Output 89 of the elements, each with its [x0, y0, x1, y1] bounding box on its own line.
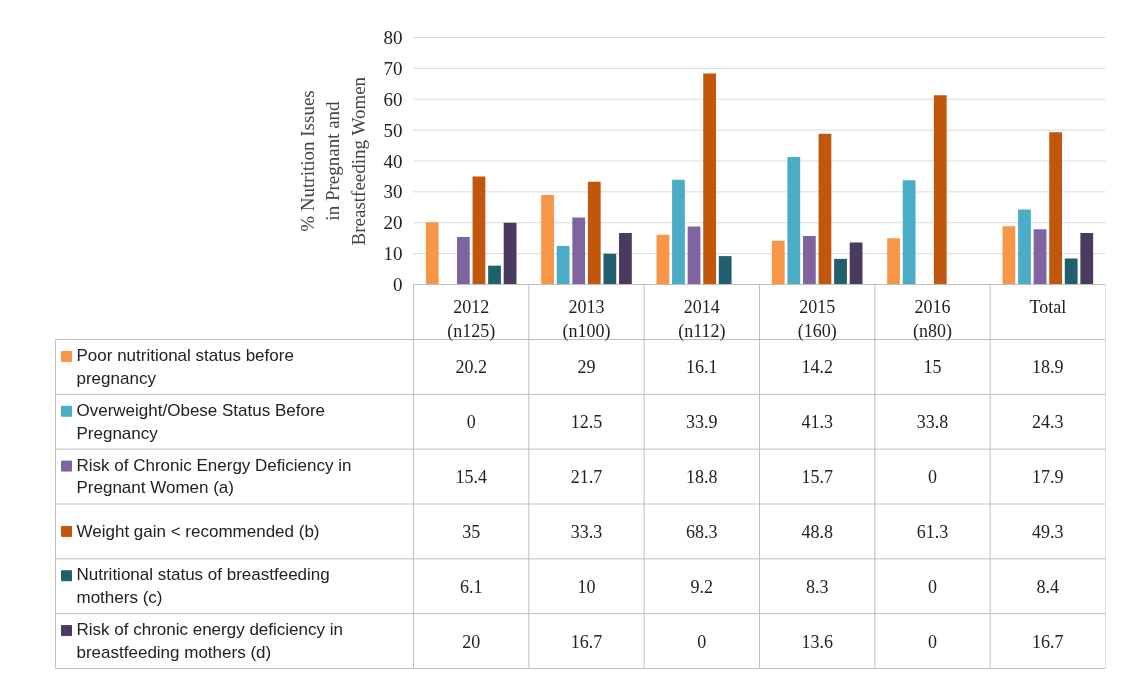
- bar: [656, 234, 670, 285]
- data-label: 33.3: [570, 521, 603, 542]
- data-label: 33.9: [686, 412, 718, 433]
- data-label: 0: [697, 631, 707, 652]
- bar: [1033, 229, 1047, 285]
- data-label: 0: [466, 412, 476, 433]
- bar: [1080, 232, 1094, 285]
- bar: [425, 222, 439, 285]
- bar: [1018, 209, 1031, 285]
- data-label: 12.5: [570, 412, 603, 433]
- y-tick-label: 0: [393, 274, 403, 295]
- data-label: 48.8: [801, 521, 833, 542]
- x-tick-label: 2012 (n125): [447, 296, 496, 342]
- y-tick-label: 80: [383, 27, 403, 48]
- bar: [849, 242, 863, 285]
- legend-label: Risk of chronic energy deficiency in breastfeeding mothers (d): [76, 620, 343, 662]
- bar: [541, 194, 554, 285]
- data-label: 6.1: [459, 576, 483, 597]
- bar: [619, 232, 632, 285]
- y-axis-title: % Nutrition Issues in Pregnant and Breastfeeding Women: [297, 76, 369, 246]
- bar: [718, 256, 732, 285]
- data-label: 0: [928, 467, 937, 488]
- data-label: 16.7: [570, 631, 603, 652]
- data-label: 16.1: [686, 357, 718, 378]
- y-tick-label: 30: [383, 181, 403, 203]
- bar: [933, 95, 947, 285]
- bar: [803, 236, 816, 285]
- data-label: 15.7: [801, 467, 833, 488]
- x-tick-label: 2016 (n80): [913, 296, 953, 342]
- data-label: 10: [577, 576, 596, 597]
- bar: [834, 258, 847, 285]
- bar: [1064, 258, 1078, 285]
- data-label: 20.2: [455, 357, 487, 378]
- bar: [818, 133, 832, 285]
- y-tick-label: 40: [383, 150, 403, 172]
- data-label: 9.2: [690, 576, 714, 597]
- legend-label: Weight gain < recommended (b): [76, 521, 320, 541]
- bar: [488, 265, 501, 285]
- bar: [457, 236, 470, 285]
- bar: [472, 176, 486, 285]
- bar: [787, 156, 801, 285]
- bar: [902, 180, 916, 285]
- bar: [572, 217, 586, 285]
- x-tick-label: 2014 (n112): [678, 296, 726, 342]
- bar: [672, 179, 685, 285]
- x-tick-label: 2015 (160): [797, 296, 837, 342]
- x-tick-label: 2013 (n100): [562, 296, 611, 342]
- data-label: 29: [577, 357, 596, 378]
- y-tick-label: 50: [383, 119, 403, 141]
- y-tick-label: 60: [383, 88, 403, 110]
- bar: [887, 238, 900, 285]
- data-label: 8.3: [805, 576, 829, 597]
- data-label: 61.3: [916, 521, 949, 542]
- legend-label: Risk of Chronic Energy Deficiency in Pregnant Women (a): [76, 455, 352, 498]
- data-label: 15: [923, 357, 942, 378]
- data-label: 24.3: [1032, 412, 1064, 433]
- data-label: 18.8: [686, 467, 718, 488]
- bar: [687, 226, 701, 285]
- data-label: 15.4: [455, 467, 487, 488]
- data-label: 35: [462, 521, 481, 542]
- data-label: 49.3: [1032, 521, 1064, 542]
- bar: [1002, 226, 1016, 285]
- bar: [587, 181, 601, 285]
- bar: [771, 240, 785, 285]
- data-label: 18.9: [1032, 357, 1064, 378]
- x-tick-label: Total: [1029, 296, 1067, 317]
- bar: [603, 253, 617, 285]
- data-label: 33.8: [916, 412, 949, 433]
- y-tick-label: 20: [383, 212, 403, 234]
- legend-label: Poor nutritional status before pregnancy: [76, 346, 294, 388]
- data-label: 8.4: [1036, 576, 1060, 597]
- bar: [703, 73, 716, 285]
- data-label: 14.2: [801, 357, 833, 378]
- data-label: 20: [462, 631, 481, 652]
- data-label: 13.6: [801, 631, 833, 652]
- legend-label: Overweight/Obese Status Before Pregnancy: [76, 400, 326, 443]
- data-label: 41.3: [801, 412, 833, 433]
- data-label: 0: [928, 576, 937, 597]
- data-label: 17.9: [1032, 467, 1064, 488]
- bar: [503, 222, 517, 285]
- data-label: 21.7: [570, 467, 603, 488]
- data-label: 68.3: [686, 521, 718, 542]
- data-label: 0: [928, 631, 937, 652]
- legend-label: Nutritional status of breastfeeding mothers (c): [76, 565, 330, 608]
- bar: [1049, 132, 1062, 285]
- data-label: 16.7: [1032, 631, 1064, 652]
- bar: [556, 245, 570, 285]
- y-tick-label: 70: [383, 57, 403, 79]
- y-tick-label: 10: [383, 243, 403, 265]
